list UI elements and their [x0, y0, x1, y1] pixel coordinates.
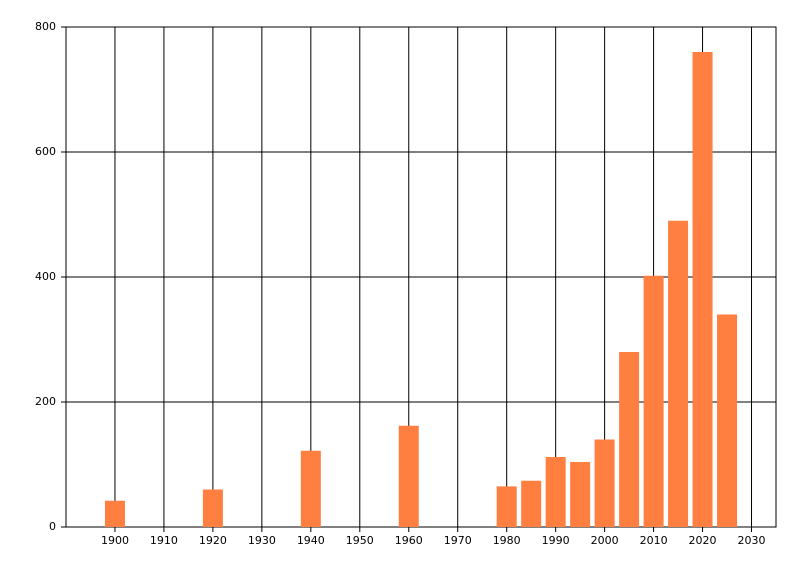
bar — [643, 275, 664, 527]
y-tick-label: 800 — [35, 20, 56, 33]
x-tick-label: 1910 — [150, 534, 178, 547]
bar — [202, 489, 223, 527]
y-tick-label: 0 — [49, 520, 56, 533]
x-tick-label: 2010 — [640, 534, 668, 547]
bar — [300, 450, 321, 527]
x-tick-label: 1920 — [199, 534, 227, 547]
x-tick-label: 2020 — [689, 534, 717, 547]
x-tick-label: 2000 — [591, 534, 619, 547]
x-tick-label: 1950 — [346, 534, 374, 547]
x-tick-label: 1980 — [493, 534, 521, 547]
plot-border — [65, 26, 777, 528]
bar — [521, 480, 542, 527]
y-tick-label: 600 — [35, 145, 56, 158]
x-tick-label: 1900 — [101, 534, 129, 547]
x-tick-label: 1970 — [444, 534, 472, 547]
bar — [717, 314, 738, 527]
x-tick-label: 1930 — [248, 534, 276, 547]
x-tick-label: 1990 — [542, 534, 570, 547]
bar — [104, 500, 125, 527]
y-tick-label: 400 — [35, 270, 56, 283]
bar — [594, 439, 615, 527]
x-tick-label: 1960 — [395, 534, 423, 547]
x-tick-label: 1940 — [297, 534, 325, 547]
bar — [668, 220, 689, 527]
bar — [545, 457, 566, 527]
bar — [570, 462, 591, 527]
bar — [398, 425, 419, 527]
bar — [692, 52, 713, 527]
bar — [619, 352, 640, 527]
x-tick-label: 2030 — [738, 534, 766, 547]
y-tick-label: 200 — [35, 395, 56, 408]
bar — [496, 486, 517, 527]
